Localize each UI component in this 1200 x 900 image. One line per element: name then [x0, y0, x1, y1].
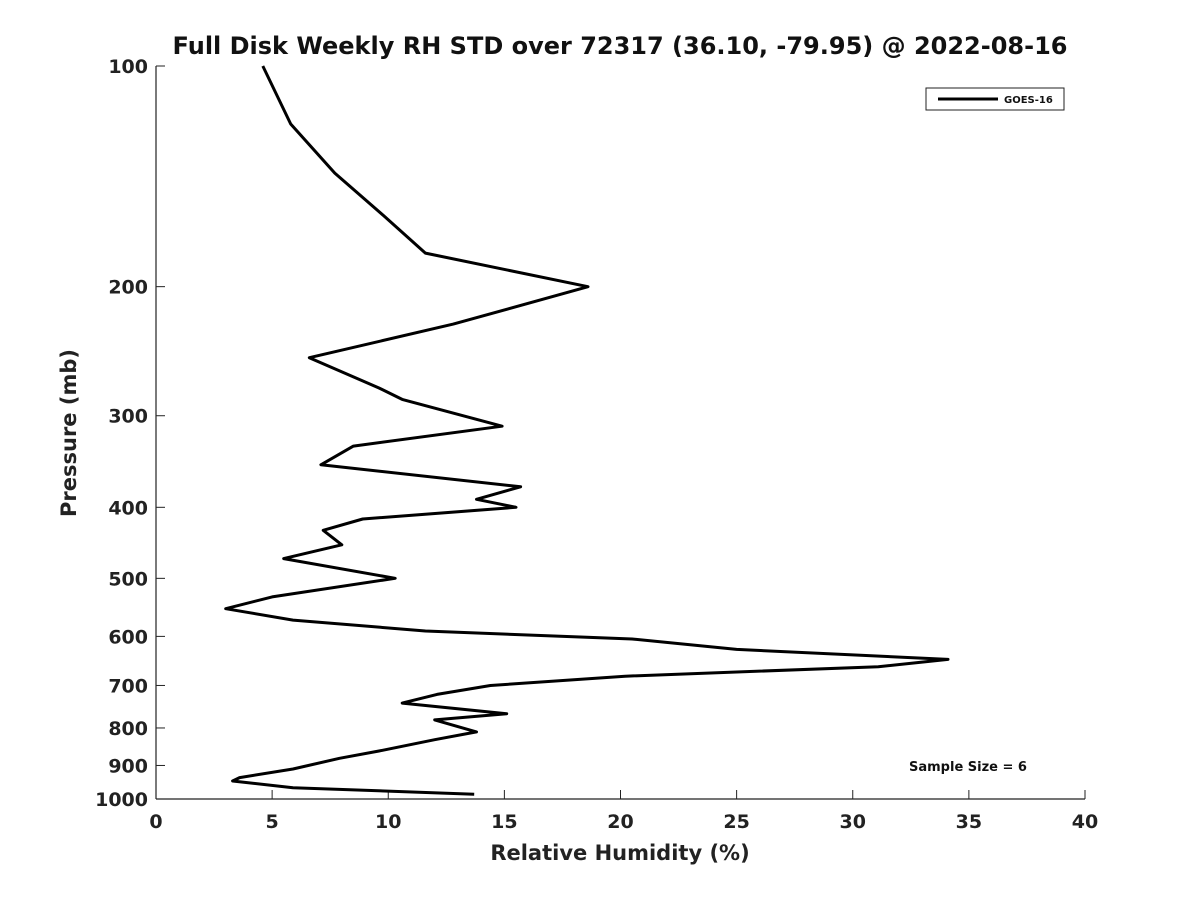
series-group	[224, 65, 950, 796]
x-tick-label: 15	[491, 811, 517, 833]
sample-size-annotation: Sample Size = 6	[909, 760, 1027, 775]
x-tick-label: 10	[375, 811, 401, 833]
y-tick-label: 100	[108, 56, 148, 78]
plot-frame	[156, 66, 1085, 799]
legend-entry-goes-16: GOES-16	[1004, 95, 1053, 106]
series-line-goes-16	[224, 65, 950, 796]
x-tick-label: 30	[840, 811, 866, 833]
x-tick-label: 40	[1072, 811, 1098, 833]
y-tick-label: 800	[108, 718, 148, 740]
x-ticks: 0 5 10 15 20 25 30 35 40	[149, 790, 1098, 833]
x-axis-label: Relative Humidity (%)	[490, 841, 749, 865]
x-tick-label: 5	[266, 811, 279, 833]
y-ticks: 100 200 300 400 500 600 700 800 900 1000	[95, 56, 165, 811]
y-tick-label: 700	[108, 675, 148, 697]
x-tick-label: 35	[956, 811, 982, 833]
x-tick-label: 0	[149, 811, 162, 833]
y-tick-label: 1000	[95, 789, 148, 811]
y-tick-label: 900	[108, 755, 148, 777]
y-tick-label: 600	[108, 626, 148, 648]
plot-area: 0 5 10 15 20 25 30 35 40 100 200 300 400 500 600 700 80…	[95, 56, 1098, 833]
chart-title: Full Disk Weekly RH STD over 72317 (36.1…	[173, 32, 1068, 60]
y-axis-label: Pressure (mb)	[57, 349, 81, 517]
y-tick-label: 300	[108, 406, 148, 428]
x-tick-label: 20	[607, 811, 633, 833]
y-tick-label: 400	[108, 497, 148, 519]
y-tick-label: 500	[108, 568, 148, 590]
y-tick-label: 200	[108, 277, 148, 299]
legend: GOES-16	[925, 87, 1065, 111]
x-tick-label: 25	[723, 811, 749, 833]
